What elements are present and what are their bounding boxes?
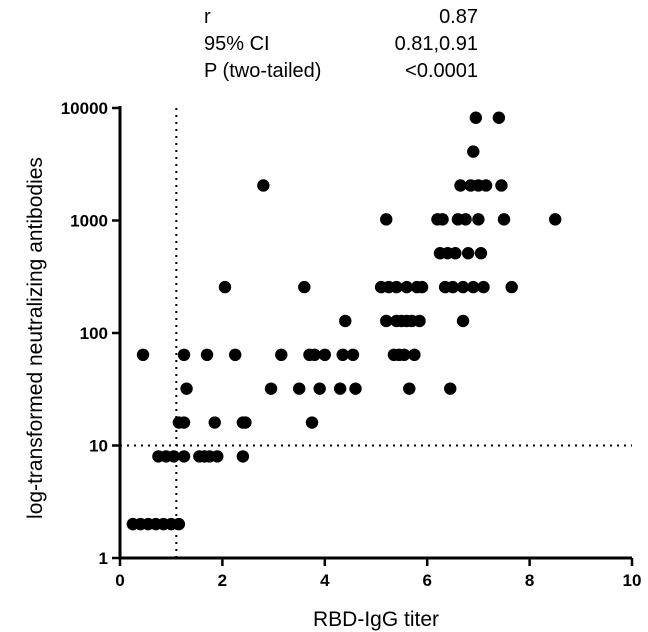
data-point	[380, 213, 393, 226]
data-point	[492, 111, 506, 124]
data-point	[336, 348, 349, 362]
x-axis-title: RBD-IgG titer	[313, 608, 439, 631]
data-point	[436, 213, 449, 226]
data-point	[469, 111, 483, 124]
stat-value: 0.87	[439, 6, 478, 28]
data-point	[211, 450, 224, 463]
stat-label: r	[204, 6, 211, 28]
data-point	[239, 416, 252, 429]
data-point	[474, 247, 488, 260]
data-point	[218, 280, 232, 294]
data-point	[346, 348, 360, 362]
data-point	[229, 348, 242, 362]
data-point	[477, 280, 490, 294]
x-tick-label: 2	[218, 571, 227, 590]
stat-label: 95% CI	[204, 33, 270, 55]
tick-layer: 0 2 4 6 8 10 1 10 100 1000 10000	[61, 99, 642, 590]
data-point	[408, 348, 421, 362]
data-point	[308, 348, 321, 362]
y-tick-label: 100	[80, 324, 108, 343]
stat-label: P (two-tailed)	[204, 60, 322, 82]
data-point	[275, 348, 288, 362]
data-point	[177, 450, 191, 463]
x-tick-label: 6	[422, 571, 431, 590]
data-point	[208, 416, 221, 429]
data-point	[380, 314, 393, 328]
y-tick-label: 10000	[61, 99, 108, 118]
x-tick-label: 4	[320, 571, 330, 590]
data-point	[293, 382, 306, 395]
data-point	[257, 179, 270, 192]
y-tick-label: 10	[89, 437, 108, 456]
data-point	[397, 348, 411, 362]
x-tick-label: 8	[525, 571, 534, 590]
data-point	[305, 416, 319, 429]
data-point	[467, 145, 480, 158]
stat-value: 0.81,0.91	[394, 33, 478, 55]
data-point	[177, 416, 191, 429]
data-point	[318, 348, 331, 362]
data-point	[403, 382, 416, 395]
data-point	[339, 314, 352, 328]
data-point	[313, 382, 326, 395]
y-tick-label: 1	[99, 549, 108, 568]
y-axis-title: log-transformed neutralizing antibodies	[24, 157, 47, 519]
data-point	[456, 314, 470, 328]
data-point	[467, 280, 480, 294]
data-point	[172, 517, 186, 531]
data-point	[449, 247, 462, 260]
data-point	[264, 382, 278, 395]
data-point	[298, 280, 311, 294]
data-point	[459, 213, 472, 226]
stat-row-p: P (two-tailed) <0.0001	[204, 58, 478, 85]
data-point	[505, 280, 518, 294]
data-point	[180, 382, 193, 395]
stats-box: r 0.87 95% CI 0.81,0.91 P (two-tailed) <…	[204, 4, 478, 85]
data-point	[549, 213, 562, 226]
y-tick-label: 1000	[70, 212, 108, 231]
data-point	[497, 213, 511, 226]
data-point	[413, 314, 426, 328]
data-point	[177, 348, 191, 362]
data-point	[349, 382, 362, 395]
data-point	[136, 348, 150, 362]
data-point	[236, 450, 250, 463]
data-point	[472, 213, 485, 226]
x-tick-label: 0	[115, 571, 124, 590]
data-point	[461, 247, 475, 260]
data-point	[333, 382, 347, 395]
data-point	[495, 179, 508, 192]
data-point	[200, 348, 214, 362]
data-point	[400, 280, 413, 294]
x-tick-label: 10	[623, 571, 642, 590]
points-layer	[126, 111, 562, 531]
data-point	[415, 280, 429, 294]
stat-row-r: r 0.87	[204, 4, 478, 31]
data-point	[390, 280, 403, 294]
data-point	[167, 450, 180, 463]
stat-row-ci: 95% CI 0.81,0.91	[204, 31, 478, 58]
data-point	[454, 179, 467, 192]
data-point	[479, 179, 493, 192]
stat-value: <0.0001	[405, 60, 478, 82]
reference-lines	[120, 108, 632, 558]
axes	[118, 106, 632, 560]
data-point	[446, 280, 459, 294]
data-point	[456, 280, 470, 294]
data-point	[444, 382, 457, 395]
